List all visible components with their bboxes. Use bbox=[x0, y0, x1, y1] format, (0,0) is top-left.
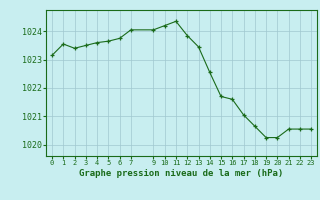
X-axis label: Graphe pression niveau de la mer (hPa): Graphe pression niveau de la mer (hPa) bbox=[79, 169, 284, 178]
